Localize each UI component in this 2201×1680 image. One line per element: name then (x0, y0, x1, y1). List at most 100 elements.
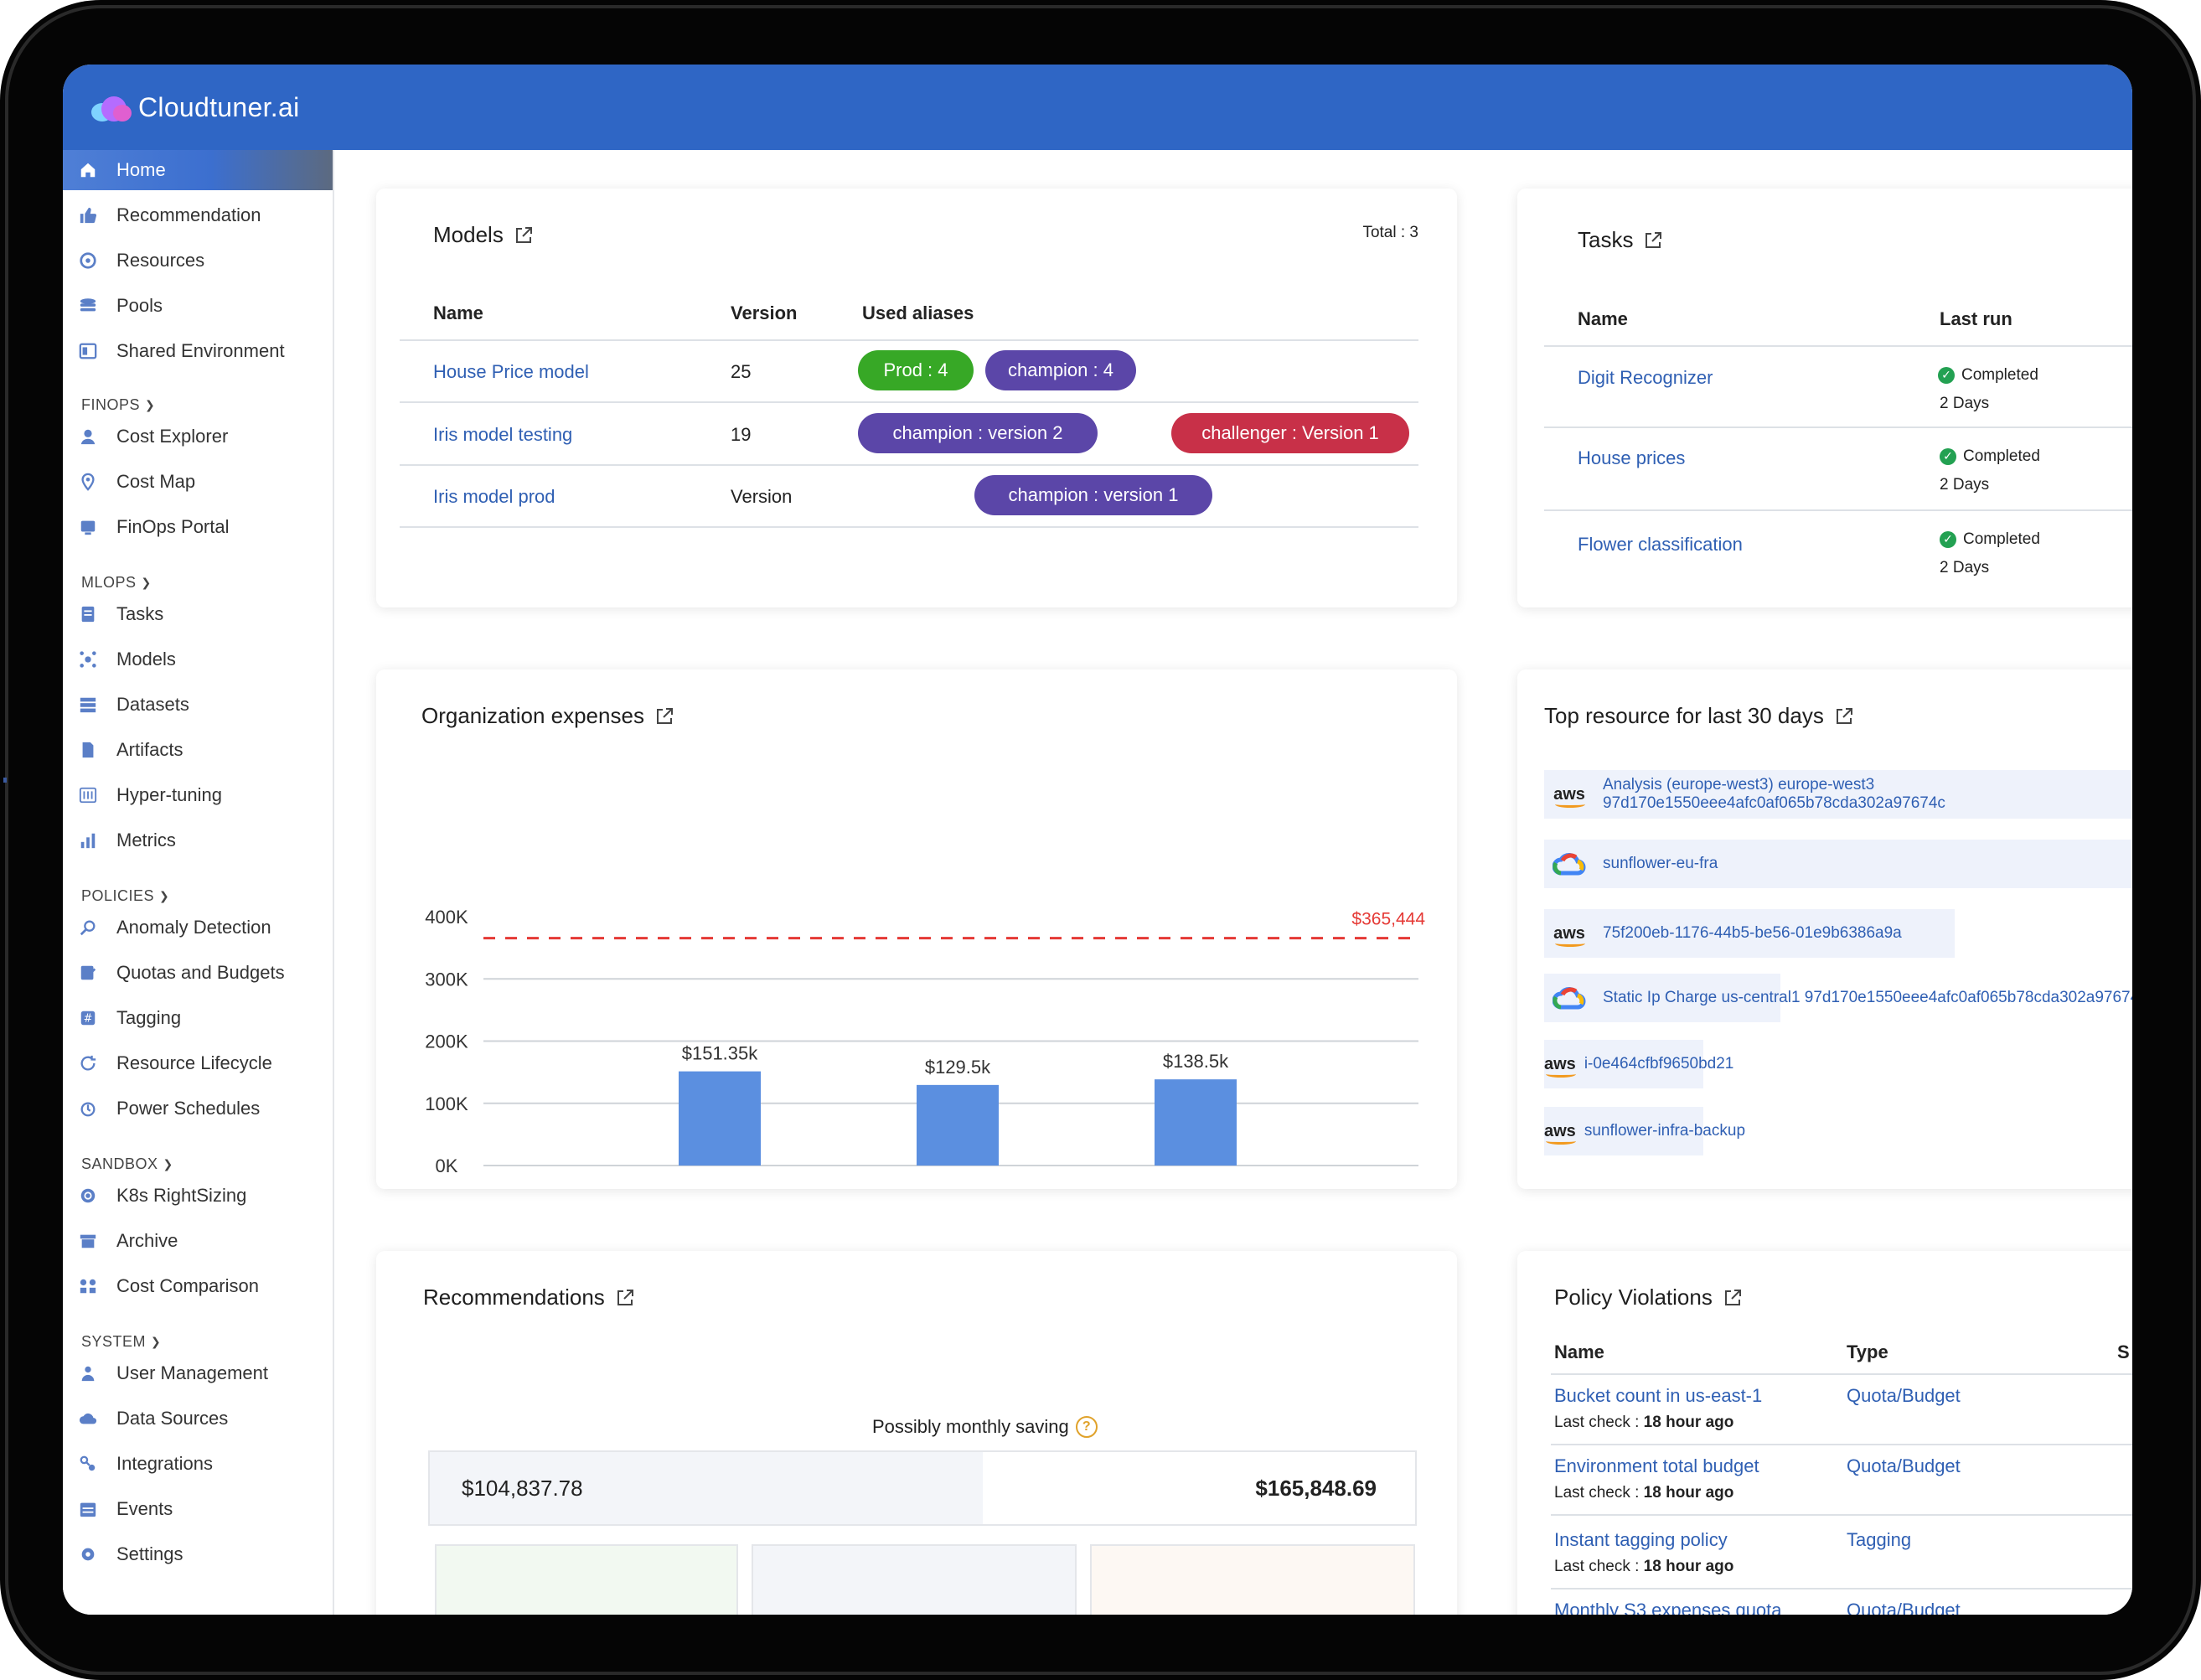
sidebar-item-artifacts[interactable]: Artifacts (63, 730, 333, 770)
resource-row[interactable]: sunflower-eu-fra (1544, 840, 2132, 888)
task-name-link[interactable]: House prices (1578, 447, 1686, 468)
section-sandbox-toggle[interactable]: SANDBOX ❯ (81, 1155, 173, 1173)
sidebar-item-cost-comparison[interactable]: Cost Comparison (63, 1266, 333, 1306)
policy-name-link[interactable]: Bucket count in us-east-1 (1554, 1385, 1763, 1406)
sidebar-item-quotas-and-budgets[interactable]: Quotas and Budgets (63, 953, 333, 993)
sidebar-item-power-schedules[interactable]: Power Schedules (63, 1088, 333, 1129)
help-icon[interactable]: ? (1075, 1416, 1098, 1438)
sidebar-item-settings[interactable]: Settings (63, 1534, 333, 1574)
resource-name-link[interactable]: sunflower-eu-fra (1603, 855, 1718, 873)
settings-icon (78, 1544, 98, 1564)
section-system-toggle[interactable]: SYSTEM ❯ (81, 1333, 161, 1351)
alias-badge: champion : version 1 (974, 475, 1212, 515)
sidebar-item-hyper-tuning[interactable]: Hyper-tuning (63, 775, 333, 815)
resource-name-link[interactable]: i-0e464cfbf9650bd21 (1584, 1055, 1734, 1073)
column-header-name[interactable]: Name (1554, 1341, 1604, 1362)
header-divider (400, 339, 1418, 341)
policy-name-link[interactable]: Environment total budget (1554, 1455, 1759, 1476)
task-name-link[interactable]: Digit Recognizer (1578, 367, 1713, 388)
sidebar-item-archive[interactable]: Archive (63, 1221, 333, 1261)
sidebar-item-shared-environment[interactable]: Shared Environment (63, 331, 333, 371)
sidebar-item-metrics[interactable]: Metrics (63, 820, 333, 861)
model-name-link[interactable]: House Price model (433, 361, 589, 382)
sidebar-item-pools[interactable]: Pools (63, 286, 333, 326)
power-icon (78, 1098, 98, 1119)
sidebar-item-events[interactable]: Events (63, 1489, 333, 1529)
y-tick-label: 300K (425, 969, 468, 990)
sidebar-item-resources[interactable]: Resources (63, 240, 333, 281)
row-divider (400, 464, 1418, 466)
column-header-used-aliases[interactable]: Used aliases (862, 302, 974, 323)
column-header-status[interactable]: S (2117, 1341, 2130, 1362)
column-header-name[interactable]: Name (1578, 308, 1628, 329)
sidebar-item-data-sources[interactable]: Data Sources (63, 1398, 333, 1439)
column-header-name[interactable]: Name (433, 302, 483, 323)
column-header-last-run[interactable]: Last run (1940, 308, 2012, 329)
card-title-text: Top resource for last 30 days (1544, 703, 1824, 728)
row-divider (400, 401, 1418, 403)
resource-name-link[interactable]: 75f200eb-1176-44b5-be56-01e9b6386a9a (1603, 924, 1902, 943)
google-cloud-logo-icon (1544, 851, 1594, 876)
model-name-link[interactable]: Iris model testing (433, 424, 573, 445)
alias-badge: champion : version 2 (858, 413, 1098, 453)
sidebar-item-resource-lifecycle[interactable]: Resource Lifecycle (63, 1043, 333, 1083)
sidebar-item-models[interactable]: Models (63, 639, 333, 680)
section-finops-toggle[interactable]: FINOPS ❯ (81, 396, 155, 414)
sidebar-item-label: Tagging (116, 1007, 182, 1028)
sidebar-item-integrations[interactable]: Integrations (63, 1444, 333, 1484)
sidebar-item-recommendation[interactable]: Recommendation (63, 195, 333, 235)
integrations-icon (78, 1454, 98, 1474)
sidebar-item-datasets[interactable]: Datasets (63, 685, 333, 725)
artifacts-icon (78, 740, 98, 760)
external-link-icon (656, 707, 673, 724)
policy-name-link[interactable]: Instant tagging policy (1554, 1529, 1728, 1550)
section-policies-toggle[interactable]: POLICIES ❯ (81, 887, 169, 905)
hyper-tuning-icon (78, 785, 98, 805)
task-last-run: 2 Days (1940, 476, 1990, 494)
datasets-icon (78, 695, 98, 715)
policy-violations-title-link[interactable]: Policy Violations (1554, 1285, 1743, 1310)
lifecycle-icon (78, 1053, 98, 1073)
resource-row[interactable]: aws sunflower-infra-backup (1544, 1107, 1745, 1155)
models-title-link[interactable]: Models (433, 222, 534, 248)
sidebar-item-cost-map[interactable]: Cost Map (63, 462, 333, 502)
sidebar-item-label: Artifacts (116, 739, 183, 760)
expenses-title-link[interactable]: Organization expenses (421, 703, 674, 729)
brand[interactable]: Cloudtuner.ai (88, 86, 299, 128)
cost-explorer-icon (78, 426, 98, 447)
sidebar-item-home[interactable]: Home (63, 150, 333, 190)
section-mlops-toggle[interactable]: MLOPS ❯ (81, 574, 152, 592)
column-header-version[interactable]: Version (731, 302, 798, 323)
sidebar-item-cost-explorer[interactable]: Cost Explorer (63, 416, 333, 457)
resource-row[interactable]: aws 75f200eb-1176-44b5-be56-01e9b6386a9a (1544, 909, 1955, 958)
sidebar-item-label: Tasks (116, 603, 164, 624)
archive-icon (78, 1231, 98, 1251)
sidebar-item-tasks[interactable]: Tasks (63, 594, 333, 634)
resource-row[interactable]: aws i-0e464cfbf9650bd21 (1544, 1040, 1733, 1088)
tasks-icon (78, 604, 98, 624)
users-icon (78, 1363, 98, 1383)
task-name-link[interactable]: Flower classification (1578, 534, 1743, 555)
resource-name-link[interactable]: sunflower-infra-backup (1584, 1122, 1746, 1140)
policy-name-link[interactable]: Monthly S3 expenses quota (1554, 1600, 1782, 1615)
sidebar-item-tagging[interactable]: # Tagging (63, 998, 333, 1038)
resource-name-link[interactable]: Analysis (europe-west3) europe-west3 97d… (1603, 776, 1945, 813)
metrics-icon (78, 830, 98, 850)
sidebar-item-k8s-rightsizing[interactable]: K8s RightSizing (63, 1176, 333, 1216)
sidebar-item-anomaly-detection[interactable]: Anomaly Detection (63, 907, 333, 948)
sidebar-item-finops-portal[interactable]: FinOps Portal (63, 507, 333, 547)
top-resources-title-link[interactable]: Top resource for last 30 days (1544, 703, 1854, 729)
recommendation-tile[interactable] (1090, 1544, 1415, 1615)
resource-row[interactable]: aws Analysis (europe-west3) europe-west3… (1544, 770, 2132, 819)
sidebar-item-user-management[interactable]: User Management (63, 1353, 333, 1393)
resource-name-link[interactable]: Static Ip Charge us-central1 97d170e1550… (1603, 989, 2132, 1007)
recommendation-tile[interactable] (435, 1544, 738, 1615)
external-link-icon (1836, 707, 1852, 724)
recommendation-tile[interactable] (752, 1544, 1077, 1615)
resource-row[interactable]: Static Ip Charge us-central1 97d170e1550… (1544, 974, 2132, 1022)
model-name-link[interactable]: Iris model prod (433, 486, 555, 507)
column-header-type[interactable]: Type (1847, 1341, 1888, 1362)
tasks-title-link[interactable]: Tasks (1578, 227, 1663, 253)
expenses-bar-chart: 0K 100K 200K 300K 400K $365,444 $151.35k Nov $12… (425, 907, 1425, 1189)
recommendations-title-link[interactable]: Recommendations (423, 1285, 635, 1310)
